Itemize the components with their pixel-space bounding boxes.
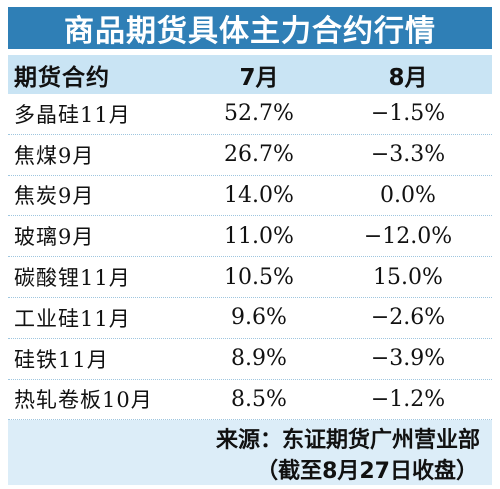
header-august: 8月 — [388, 64, 428, 91]
table-header: 期货合约 7月 8月 — [8, 55, 492, 94]
table-title: 商品期货具体主力合约行情 — [64, 14, 436, 49]
table-row: 焦炭9月 14.0% 0.0% — [8, 176, 492, 217]
august-change: −1.2% — [370, 386, 446, 412]
header-contract: 期货合约 — [14, 64, 110, 91]
title-bar: 商品期货具体主力合约行情 — [8, 7, 492, 49]
contract-name: 碳酸锂11月 — [14, 266, 131, 291]
table-row: 碳酸锂11月 10.5% 15.0% — [8, 257, 492, 298]
july-change: 8.5% — [231, 386, 287, 412]
contract-name: 玻璃9月 — [14, 225, 95, 250]
table-row: 焦煤9月 26.7% −3.3% — [8, 135, 492, 176]
futures-table: 期货合约 7月 8月 多晶硅11月 52.7% −1.5% 焦煤9月 26.7%… — [8, 55, 492, 421]
contract-name: 热轧卷板10月 — [14, 388, 153, 413]
header-july: 7月 — [239, 64, 279, 91]
august-change: 15.0% — [373, 264, 443, 290]
contract-name: 硅铁11月 — [14, 347, 109, 372]
table-row: 多晶硅11月 52.7% −1.5% — [8, 94, 492, 135]
july-change: 11.0% — [224, 223, 294, 249]
table-row: 玻璃9月 11.0% −12.0% — [8, 216, 492, 258]
august-change: 0.0% — [380, 182, 436, 208]
august-change: −1.5% — [370, 101, 446, 127]
august-change: −3.3% — [370, 142, 446, 168]
date-note: （截至8月27日收盘） — [256, 459, 478, 484]
july-change: 52.7% — [224, 101, 294, 127]
july-change: 14.0% — [224, 182, 294, 208]
table-row: 热轧卷板10月 8.5% −1.2% — [8, 380, 492, 421]
contract-name: 焦煤9月 — [14, 143, 95, 168]
contract-name: 多晶硅11月 — [14, 102, 131, 127]
table-row: 工业硅11月 9.6% −2.6% — [8, 298, 492, 339]
august-change: −2.6% — [370, 305, 446, 331]
august-change: −12.0% — [363, 223, 453, 249]
table-row: 硅铁11月 8.9% −3.9% — [8, 339, 492, 380]
july-change: 9.6% — [231, 305, 287, 331]
source-note: 来源：东证期货广州营业部 — [215, 428, 480, 453]
july-change: 26.7% — [224, 142, 294, 168]
contract-name: 工业硅11月 — [14, 306, 131, 331]
july-change: 10.5% — [224, 264, 294, 290]
footer: 来源：东证期货广州营业部 （截至8月27日收盘） — [8, 420, 492, 485]
july-change: 8.9% — [231, 346, 287, 372]
contract-name: 焦炭9月 — [14, 184, 95, 209]
august-change: −3.9% — [370, 346, 446, 372]
